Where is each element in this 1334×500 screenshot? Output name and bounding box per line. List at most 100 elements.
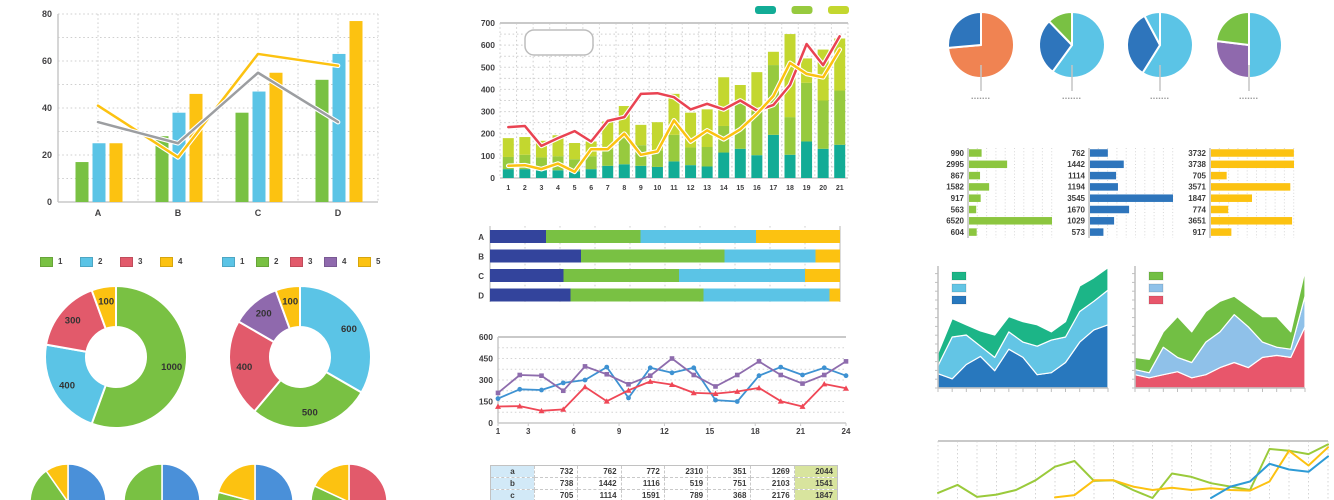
value-cell: 789 [663, 489, 709, 500]
bar-segment [563, 269, 679, 282]
pie-svg: ▪▪▪▪▪▪▪ [1215, 11, 1283, 102]
bar-segment [815, 249, 840, 263]
bar [315, 79, 329, 202]
bar-segment [618, 138, 630, 165]
marker [626, 395, 631, 401]
label: 1847 [1188, 194, 1206, 203]
line-series [1210, 455, 1329, 499]
bar-segment [801, 82, 813, 142]
bar [269, 72, 283, 202]
value-cell: 732 [533, 465, 579, 478]
marker [604, 364, 610, 370]
label: 17 [770, 185, 778, 192]
marker [713, 384, 718, 389]
row-label-cell: a [490, 465, 535, 478]
marker [821, 365, 827, 371]
legend-swatch [120, 257, 133, 267]
legend-item: 2 [256, 257, 290, 267]
line-chart: 0 150 300 450 600 1 3 6 9 12 15 18 21 24 [468, 327, 860, 439]
label: 24 [842, 427, 851, 436]
label: 10 [654, 185, 662, 192]
bar-segment [734, 148, 746, 178]
bar-segment [668, 134, 680, 162]
label: 450 [479, 354, 493, 364]
bar-segment [701, 166, 713, 178]
marker [821, 381, 828, 387]
legend-dash [791, 6, 813, 14]
half-pie-chart [30, 463, 106, 500]
bar-segment [569, 159, 581, 172]
label: C [255, 208, 262, 218]
bar-segment [502, 138, 514, 157]
label: 990 [951, 149, 965, 158]
bar [1090, 183, 1118, 191]
marker [778, 372, 784, 378]
bottom-line-svg [937, 440, 1329, 500]
bar-segment [535, 170, 547, 178]
pie-slice [254, 463, 293, 500]
bar-segment [817, 148, 829, 178]
bar [969, 194, 981, 202]
label: 1582 [946, 183, 964, 192]
marker [516, 403, 523, 409]
label: 8 [622, 185, 626, 192]
bar-segment [535, 140, 547, 158]
bar [332, 53, 346, 203]
bar-segment [767, 134, 779, 178]
donut-chart-2: 600 500 400 200 100 [226, 284, 376, 434]
marker [669, 356, 675, 361]
legend-label: 1 [240, 257, 245, 266]
marker [517, 386, 523, 392]
marker [843, 373, 849, 379]
bar-segment [784, 154, 796, 178]
marker [734, 399, 740, 404]
legend-item: 4 [324, 257, 358, 267]
marker [560, 380, 566, 386]
label: 563 [951, 205, 965, 214]
marker [604, 371, 610, 377]
legend-swatch [1148, 295, 1164, 305]
bar [1211, 194, 1253, 202]
bar-segment [640, 230, 756, 243]
legend-swatch [951, 271, 967, 281]
donut-segment [228, 320, 282, 413]
bar [1211, 149, 1294, 157]
pie-svg: ▪▪▪▪▪▪▪ [947, 11, 1015, 102]
callout-box [524, 29, 594, 56]
table-row: c 705 1114 1591 789 368 2176 1847 [490, 489, 838, 500]
marker [582, 377, 588, 383]
pie-slice [1038, 20, 1073, 73]
legend-swatch [951, 283, 967, 293]
value-cell: 772 [620, 465, 665, 478]
label: 80 [42, 9, 52, 19]
bar-segment [519, 154, 531, 170]
bar-segment [685, 112, 697, 148]
bar [349, 21, 363, 202]
label: 1 [506, 185, 510, 192]
marker [778, 364, 784, 370]
legend-label: 2 [98, 257, 103, 266]
line-series [1054, 446, 1329, 499]
line-series [507, 48, 841, 174]
marker [800, 381, 805, 386]
label: 7 [606, 185, 610, 192]
label: 604 [951, 228, 965, 237]
bar-segment [651, 150, 663, 167]
label: 2995 [946, 160, 964, 169]
value-cell: 368 [707, 489, 752, 500]
bar-segment [734, 85, 746, 104]
marker [756, 384, 762, 391]
bar-segment [767, 65, 779, 135]
marker [734, 372, 740, 378]
bar [1090, 149, 1108, 157]
marker [734, 388, 741, 394]
pie-slice [124, 463, 163, 500]
bar [1090, 217, 1115, 225]
value-cell: 705 [533, 489, 579, 500]
label: B [478, 253, 484, 262]
bar-segment [784, 34, 796, 118]
marker [756, 373, 762, 379]
pie-slice [1248, 11, 1283, 79]
label: 100 [481, 151, 495, 161]
marker [517, 372, 523, 378]
